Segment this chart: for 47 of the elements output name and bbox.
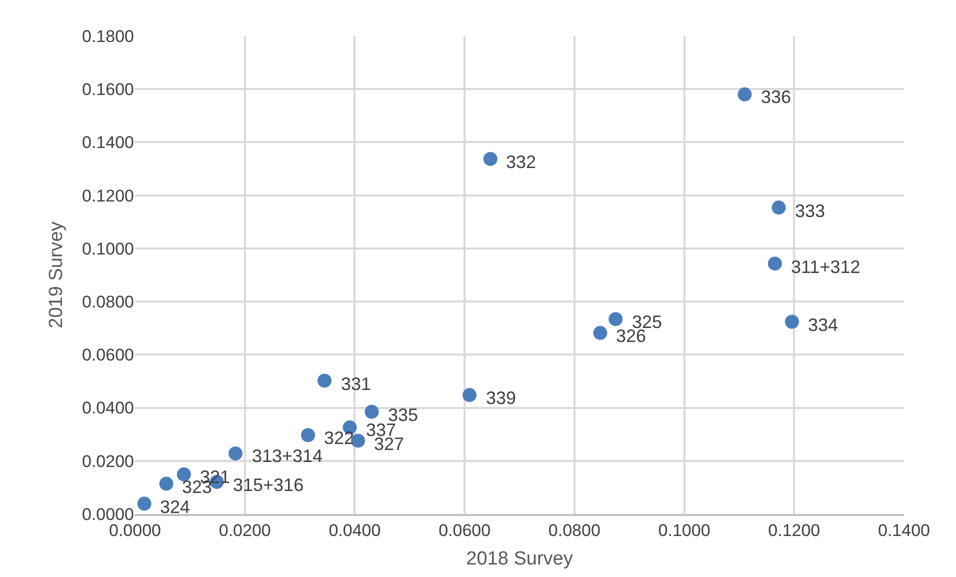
annotation: 324 <box>160 497 190 517</box>
annotation: 332 <box>506 152 536 172</box>
x-tick-label: 0.0000 <box>109 521 161 540</box>
y-tick-label: 0.1600 <box>82 80 134 100</box>
point <box>228 446 243 460</box>
y-tick-label: 0.1200 <box>82 186 134 206</box>
annotation: 336 <box>761 87 792 107</box>
annotation: 335 <box>388 405 418 425</box>
y-axis-title: 2019 Survey <box>46 221 67 328</box>
x-tick-label: 0.0200 <box>218 521 271 540</box>
x-tick-label: 0.0800 <box>548 521 600 540</box>
x-tick-label: 0.0400 <box>328 521 381 540</box>
y-tick-label: 0.1800 <box>82 26 134 46</box>
y-tick-label: 0.0400 <box>82 398 134 418</box>
annotation: 315+316 <box>233 475 304 495</box>
annotation: 339 <box>486 388 516 408</box>
point <box>159 476 174 491</box>
point <box>784 314 799 329</box>
annotation: 311+312 <box>791 257 860 277</box>
point <box>768 256 782 271</box>
point <box>483 152 498 166</box>
point <box>301 428 316 442</box>
point <box>364 404 379 419</box>
x-axis-title: 2018 Survey <box>466 548 574 570</box>
point <box>137 496 152 511</box>
x-tick-label: 0.1200 <box>768 521 820 540</box>
point <box>608 312 623 326</box>
x-tick-label: 0.1400 <box>878 521 930 540</box>
point <box>738 87 752 102</box>
y-tick-label: 0.0800 <box>82 292 134 312</box>
y-tick-label: 0.1000 <box>82 239 134 258</box>
x-tick-label: 0.0600 <box>438 521 491 540</box>
y-tick-label: 0.0000 <box>82 504 134 524</box>
point <box>318 374 332 388</box>
annotation: 322 <box>324 428 354 448</box>
x-tick-label: 0.1000 <box>658 521 710 540</box>
point <box>593 326 608 340</box>
y-tick-label: 0.1400 <box>82 133 134 152</box>
point <box>772 200 786 215</box>
annotation: 313+314 <box>252 446 323 466</box>
annotation: 331 <box>341 374 372 394</box>
annotation: 334 <box>808 315 838 335</box>
y-tick-label: 0.0200 <box>82 452 134 471</box>
y-tick-label: 0.0600 <box>82 346 134 365</box>
point <box>176 467 191 482</box>
point <box>462 388 477 402</box>
annotation: 333 <box>795 201 826 221</box>
